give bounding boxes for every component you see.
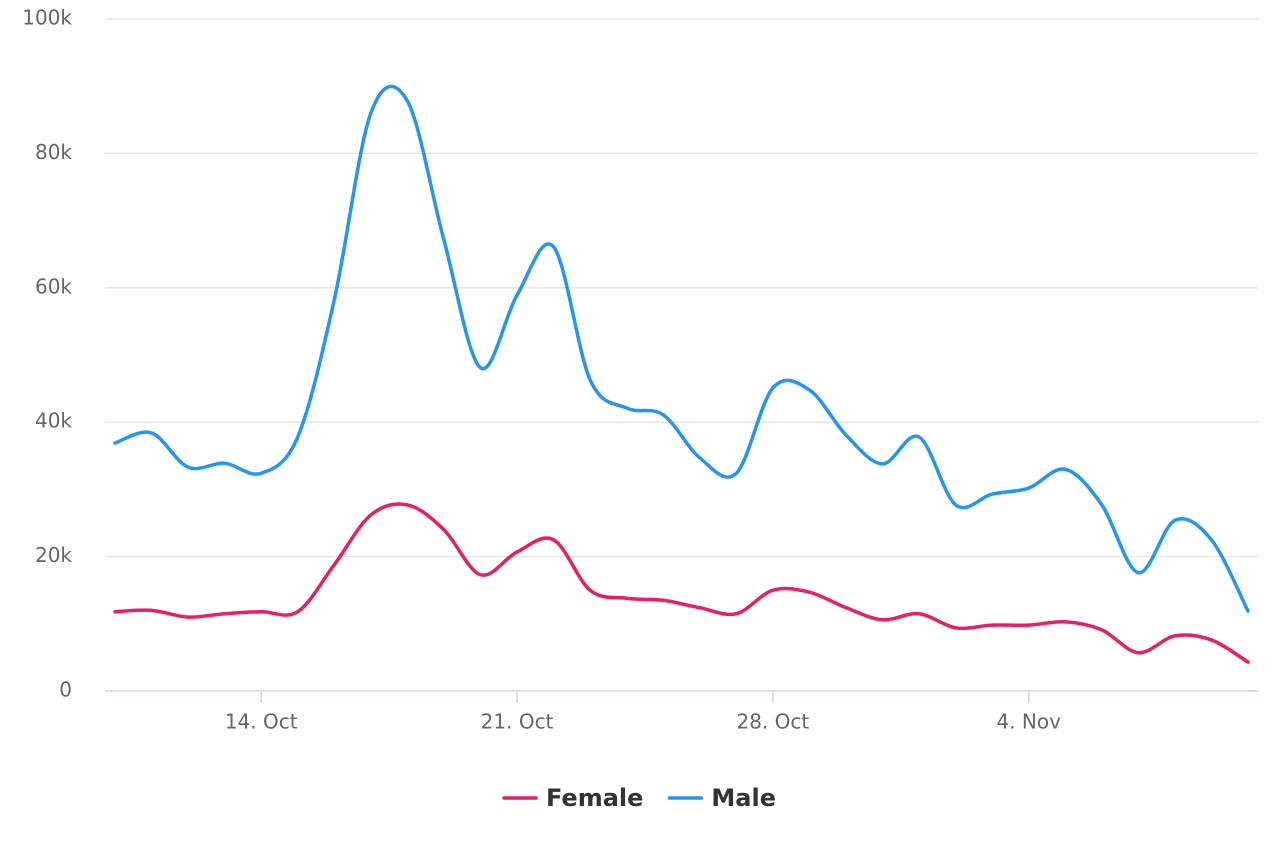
legend-label: Male	[711, 784, 776, 812]
series-line	[113, 502, 1250, 664]
x-tick-label: 28. Oct	[736, 710, 809, 734]
series-line	[113, 84, 1250, 613]
legend-label: Female	[546, 784, 643, 812]
y-tick-label: 0	[59, 678, 72, 702]
x-tick-label: 4. Nov	[996, 710, 1061, 734]
y-tick-label: 40k	[35, 409, 72, 433]
y-tick-label: 80k	[35, 140, 72, 164]
x-tick-label: 21. Oct	[481, 710, 554, 734]
y-tick-label: 60k	[35, 274, 72, 298]
x-tick-label: 14. Oct	[225, 710, 298, 734]
y-tick-label: 20k	[35, 543, 72, 567]
y-tick-label: 100k	[22, 6, 72, 30]
